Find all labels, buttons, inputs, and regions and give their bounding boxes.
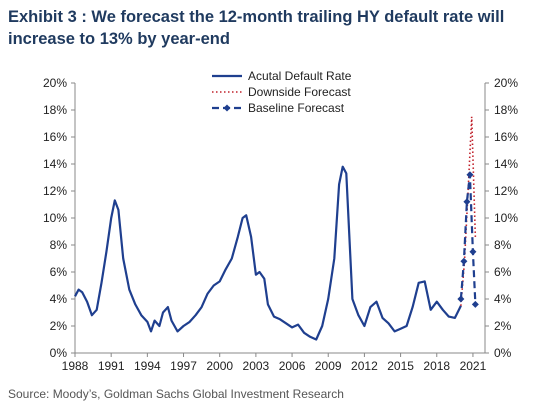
- y-tick-label-right: 4%: [494, 292, 512, 306]
- x-tick-label: 2009: [315, 359, 342, 373]
- y-tick-label-left: 18%: [43, 103, 67, 117]
- baseline-forecast-point: [466, 171, 474, 179]
- y-tick-label-left: 0%: [50, 346, 68, 360]
- legend: Acutal Default Rate Downside Forecast Base…: [212, 69, 352, 115]
- baseline-forecast-point: [471, 300, 479, 308]
- y-tick-label-left: 2%: [50, 319, 68, 333]
- x-tick-label: 1994: [134, 359, 161, 373]
- y-tick-label-left: 8%: [50, 238, 68, 252]
- legend-label: Downside Forecast: [248, 85, 351, 99]
- x-tick-label: 1988: [62, 359, 89, 373]
- y-tick-label-left: 10%: [43, 211, 67, 225]
- y-tick-label-left: 16%: [43, 130, 67, 144]
- x-tick-label: 1997: [170, 359, 197, 373]
- series-line-downside-forecast: [460, 116, 477, 306]
- y-tick-label-right: 18%: [494, 103, 518, 117]
- y-tick-label-left: 4%: [50, 292, 68, 306]
- y-tick-label-right: 14%: [494, 157, 518, 171]
- baseline-forecast-point: [460, 257, 468, 265]
- y-tick-label-right: 10%: [494, 211, 518, 225]
- x-tick-label: 2018: [423, 359, 450, 373]
- legend-swatch-baseline-marker: [223, 104, 231, 112]
- baseline-forecast-point: [469, 248, 477, 256]
- legend-label: Acutal Default Rate: [248, 69, 352, 83]
- source-note: Source: Moody’s, Goldman Sachs Global In…: [8, 387, 344, 401]
- y-tick-label-right: 12%: [494, 184, 518, 198]
- x-tick-label: 2003: [243, 359, 270, 373]
- y-tick-label-left: 12%: [43, 184, 67, 198]
- y-tick-label-left: 14%: [43, 157, 67, 171]
- chart-title: Exhibit 3 : We forecast the 12-month tra…: [8, 8, 505, 48]
- y-tick-label-right: 8%: [494, 238, 512, 252]
- series-layer: [74, 116, 479, 341]
- y-tick-label-right: 2%: [494, 319, 512, 333]
- y-tick-label-left: 20%: [43, 76, 67, 90]
- y-tick-label-right: 0%: [494, 346, 512, 360]
- x-tick-label: 2021: [460, 359, 487, 373]
- y-tick-label-right: 16%: [494, 130, 518, 144]
- series-line-actual-default-rate: [74, 165, 462, 341]
- x-tick-label: 2000: [206, 359, 233, 373]
- y-tick-label-right: 6%: [494, 265, 512, 279]
- baseline-forecast-point: [463, 198, 471, 206]
- x-tick-label: 2006: [279, 359, 306, 373]
- y-tick-label-left: 6%: [50, 265, 68, 279]
- y-tick-label-right: 20%: [494, 76, 518, 90]
- axes: 0% 0% 2% 2% 4% 4% 6% 6% 8% 8% 10% 10% 12% 12% 14% 14% 16…: [43, 76, 518, 373]
- legend-label: Baseline Forecast: [248, 101, 345, 115]
- series-line-baseline-forecast: [459, 174, 477, 305]
- x-tick-label: 2015: [387, 359, 414, 373]
- x-tick-label: 1991: [98, 359, 125, 373]
- baseline-forecast-point: [457, 295, 465, 303]
- x-tick-label: 2012: [351, 359, 378, 373]
